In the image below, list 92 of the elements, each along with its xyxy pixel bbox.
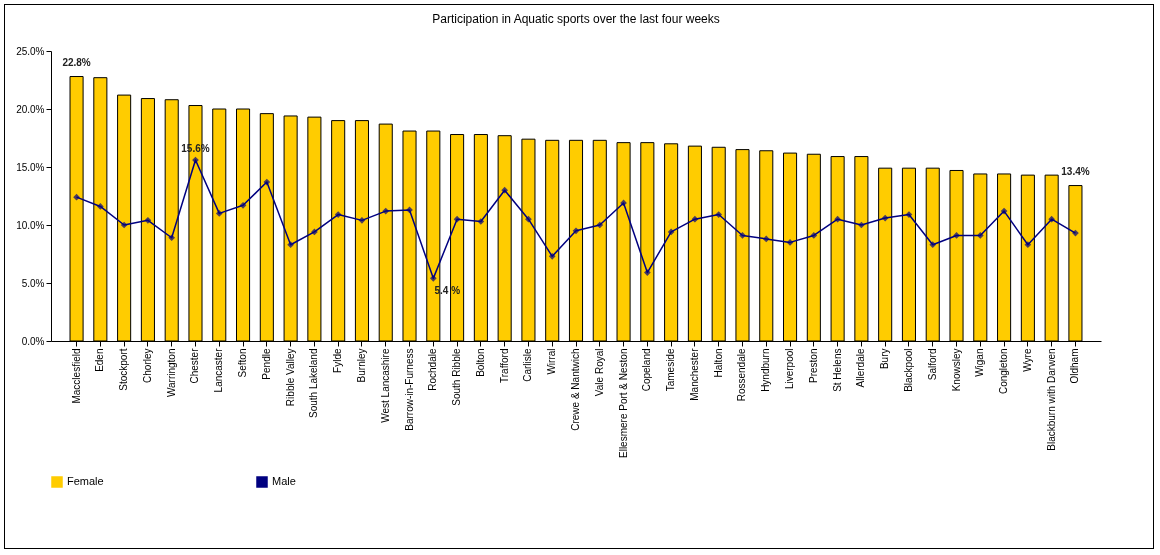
chart-title: Participation in Aquatic sports over the last four weeks xyxy=(432,12,720,26)
x-tick-label: Copeland xyxy=(641,348,653,392)
x-tick-label: Trafford xyxy=(498,348,510,383)
x-tick-label: Bury xyxy=(879,348,891,370)
x-tick-label: St Helens xyxy=(831,348,843,392)
x-tick-label: South Lakeland xyxy=(308,348,320,419)
point xyxy=(501,186,509,194)
x-tick-label: Rossendale xyxy=(736,348,748,402)
x-tick-label: Hyndburn xyxy=(760,348,772,392)
point xyxy=(144,217,152,224)
x-tick-label: Ribble Valley xyxy=(284,348,296,407)
point xyxy=(429,275,437,282)
y-tick-label: 15.0% xyxy=(16,161,45,173)
x-tick-label: Salford xyxy=(926,348,938,381)
x-tick-label: Wigan xyxy=(974,348,986,377)
x-tick-label: Tameside xyxy=(665,348,677,392)
point xyxy=(334,211,342,218)
x-tick-label: Knowsley xyxy=(950,348,962,392)
x-tick-label: South Ribble xyxy=(451,348,463,406)
x-tick-label: Rochdale xyxy=(427,348,439,391)
x-tick-label: West Lancashire xyxy=(379,348,391,423)
x-tick-label: Wirral xyxy=(546,348,558,375)
data-label: 22.8% xyxy=(62,56,91,68)
x-tick-label: Allerdale xyxy=(855,348,867,388)
point xyxy=(572,227,580,235)
point xyxy=(1024,241,1032,249)
point xyxy=(762,235,770,243)
point xyxy=(1000,207,1008,215)
point xyxy=(168,234,176,242)
x-tick-label: Wyre xyxy=(1021,348,1033,372)
x-tick-label: Burnley xyxy=(355,348,367,383)
point xyxy=(311,228,318,236)
y-tick-label: 25.0% xyxy=(16,45,45,57)
y-tick-label: 0.0% xyxy=(21,335,45,347)
point xyxy=(739,232,746,239)
point xyxy=(525,215,532,223)
point xyxy=(1048,215,1056,223)
x-tick-label: Congleton xyxy=(998,348,1010,395)
x-tick-label: Blackburn with Darwen xyxy=(1045,348,1057,451)
point xyxy=(667,228,675,236)
point xyxy=(215,210,223,217)
x-tick-label: Sefton xyxy=(237,348,249,378)
point xyxy=(929,241,937,249)
x-tick-label: Preston xyxy=(807,348,819,383)
point xyxy=(453,215,461,223)
point xyxy=(786,239,794,246)
point xyxy=(691,215,699,223)
point xyxy=(96,203,104,210)
x-tick-label: Bolton xyxy=(474,348,486,377)
x-tick-label: Macclesfield xyxy=(70,348,82,404)
point xyxy=(596,221,604,229)
point xyxy=(953,232,960,239)
point xyxy=(120,221,128,229)
point xyxy=(239,201,247,209)
x-tick-label: Chester xyxy=(189,347,201,384)
point xyxy=(73,193,80,201)
x-tick-label: Fylde xyxy=(332,348,344,373)
x-tick-label: Barrow-in-Furness xyxy=(403,348,415,431)
point xyxy=(358,217,366,224)
point xyxy=(548,252,556,260)
legend-label: Male xyxy=(272,475,296,487)
x-tick-label: Pendle xyxy=(260,348,272,380)
point xyxy=(287,241,294,249)
x-tick-label: Blackpool xyxy=(902,348,914,392)
x-tick-label: Oldham xyxy=(1069,348,1081,384)
x-tick-label: Lancaster xyxy=(213,347,225,393)
y-tick-label: 20.0% xyxy=(16,103,45,115)
x-tick-label: Vale Royal xyxy=(593,348,605,397)
x-tick-label: Warrington xyxy=(165,348,177,398)
point xyxy=(881,214,889,222)
data-label: 15.6% xyxy=(181,143,210,155)
point xyxy=(382,207,390,215)
y-tick-label: 5.0% xyxy=(21,277,45,289)
x-tick-label: Manchester xyxy=(688,347,700,401)
point xyxy=(1072,229,1079,237)
x-tick-label: Eden xyxy=(94,348,106,372)
legend-label: Female xyxy=(67,475,104,487)
point xyxy=(810,232,818,239)
data-label: 13.4% xyxy=(1061,165,1090,177)
x-tick-label: Halton xyxy=(712,348,724,378)
point xyxy=(715,211,723,218)
x-tick-label: Carlisle xyxy=(522,348,534,382)
x-tick-label: Ellesmere Port & Neston xyxy=(617,348,629,458)
x-tick-label: Crewe & Nantwich xyxy=(570,348,581,431)
y-tick-label: 10.0% xyxy=(16,219,45,231)
point xyxy=(834,215,841,223)
point xyxy=(643,269,651,276)
x-tick-label: Chorley xyxy=(141,348,153,383)
x-tick-label: Stockport xyxy=(118,348,130,391)
x-tick-label: Liverpool xyxy=(784,348,796,390)
point xyxy=(976,232,984,239)
point xyxy=(263,178,271,186)
